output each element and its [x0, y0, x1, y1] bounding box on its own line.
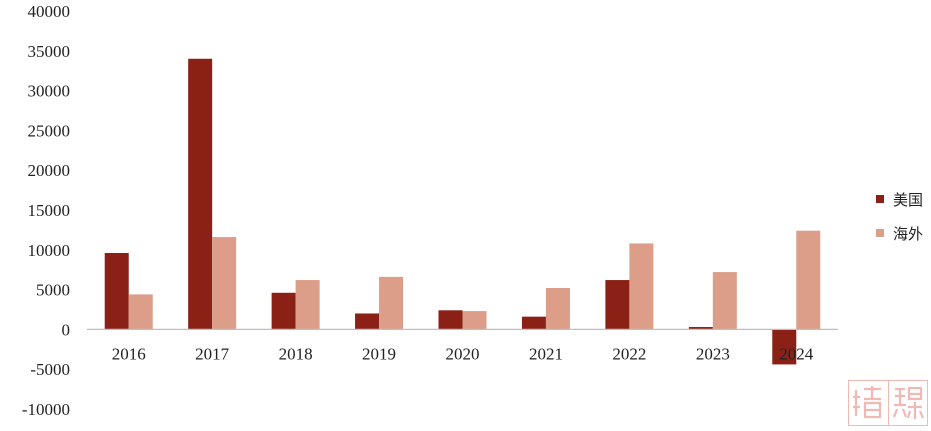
x-tick-label: 2020: [446, 344, 480, 363]
y-tick-label: 10000: [28, 241, 71, 260]
legend-label-us: 美国: [893, 190, 924, 209]
bar-us-2020: [438, 310, 463, 330]
legend: 美国 海外: [876, 182, 931, 250]
x-tick-label: 2022: [612, 344, 646, 363]
y-tick-label: 25000: [28, 121, 71, 140]
legend-swatch-us: [876, 195, 884, 203]
bar-us-2018: [271, 292, 296, 330]
x-tick-label: 2019: [362, 344, 396, 363]
x-tick-label: 2016: [112, 344, 146, 363]
y-tick-label: 40000: [28, 2, 71, 21]
x-tick-label: 2023: [696, 344, 730, 363]
x-tick-label: 2017: [195, 344, 230, 363]
bar-us-2017: [188, 58, 213, 330]
y-tick-label: -5000: [30, 360, 70, 379]
x-tick-label: 2021: [529, 344, 563, 363]
bar-overseas-2020: [462, 311, 487, 330]
bar-us-2024: [772, 329, 797, 365]
legend-item-overseas: 海外: [876, 216, 931, 250]
bar-overseas-2022: [629, 243, 654, 330]
bar-overseas-2017: [212, 237, 237, 330]
bar-overseas-2023: [712, 272, 737, 330]
legend-swatch-overseas: [876, 229, 884, 237]
bar-overseas-2024: [796, 230, 821, 330]
bars: [104, 58, 821, 365]
y-tick-label: 0: [62, 320, 71, 339]
bar-overseas-2019: [379, 276, 404, 330]
x-tick-label: 2024: [779, 344, 814, 363]
y-tick-label: 35000: [28, 42, 71, 61]
x-tick-label: 2018: [279, 344, 313, 363]
bar-overseas-2016: [128, 294, 153, 330]
y-tick-label: -10000: [22, 400, 70, 419]
legend-item-us: 美国: [876, 182, 931, 216]
y-tick-label: 20000: [28, 161, 71, 180]
bar-us-2016: [104, 252, 129, 330]
y-tick-label: 30000: [28, 82, 71, 101]
bar-us-2021: [521, 316, 546, 330]
watermark-seal-right: [887, 381, 928, 425]
bar-us-2022: [605, 280, 630, 330]
watermark-seal-left: [849, 381, 888, 425]
bar-overseas-2018: [295, 280, 320, 330]
y-axis-tick-labels: 40000 35000 30000 25000 20000 15000 10000 5000 0…: [22, 2, 70, 419]
legend-label-overseas: 海外: [893, 224, 924, 243]
y-tick-label: 5000: [36, 281, 70, 300]
bar-us-2019: [355, 313, 380, 330]
bar-us-2023: [688, 327, 713, 330]
x-axis-tick-labels: 2016 2017 2018 2019 2020 2021 2022 2023 2024: [112, 344, 814, 363]
watermark-seal: [848, 380, 928, 426]
y-tick-label: 15000: [28, 201, 71, 220]
bar-overseas-2021: [545, 288, 570, 330]
